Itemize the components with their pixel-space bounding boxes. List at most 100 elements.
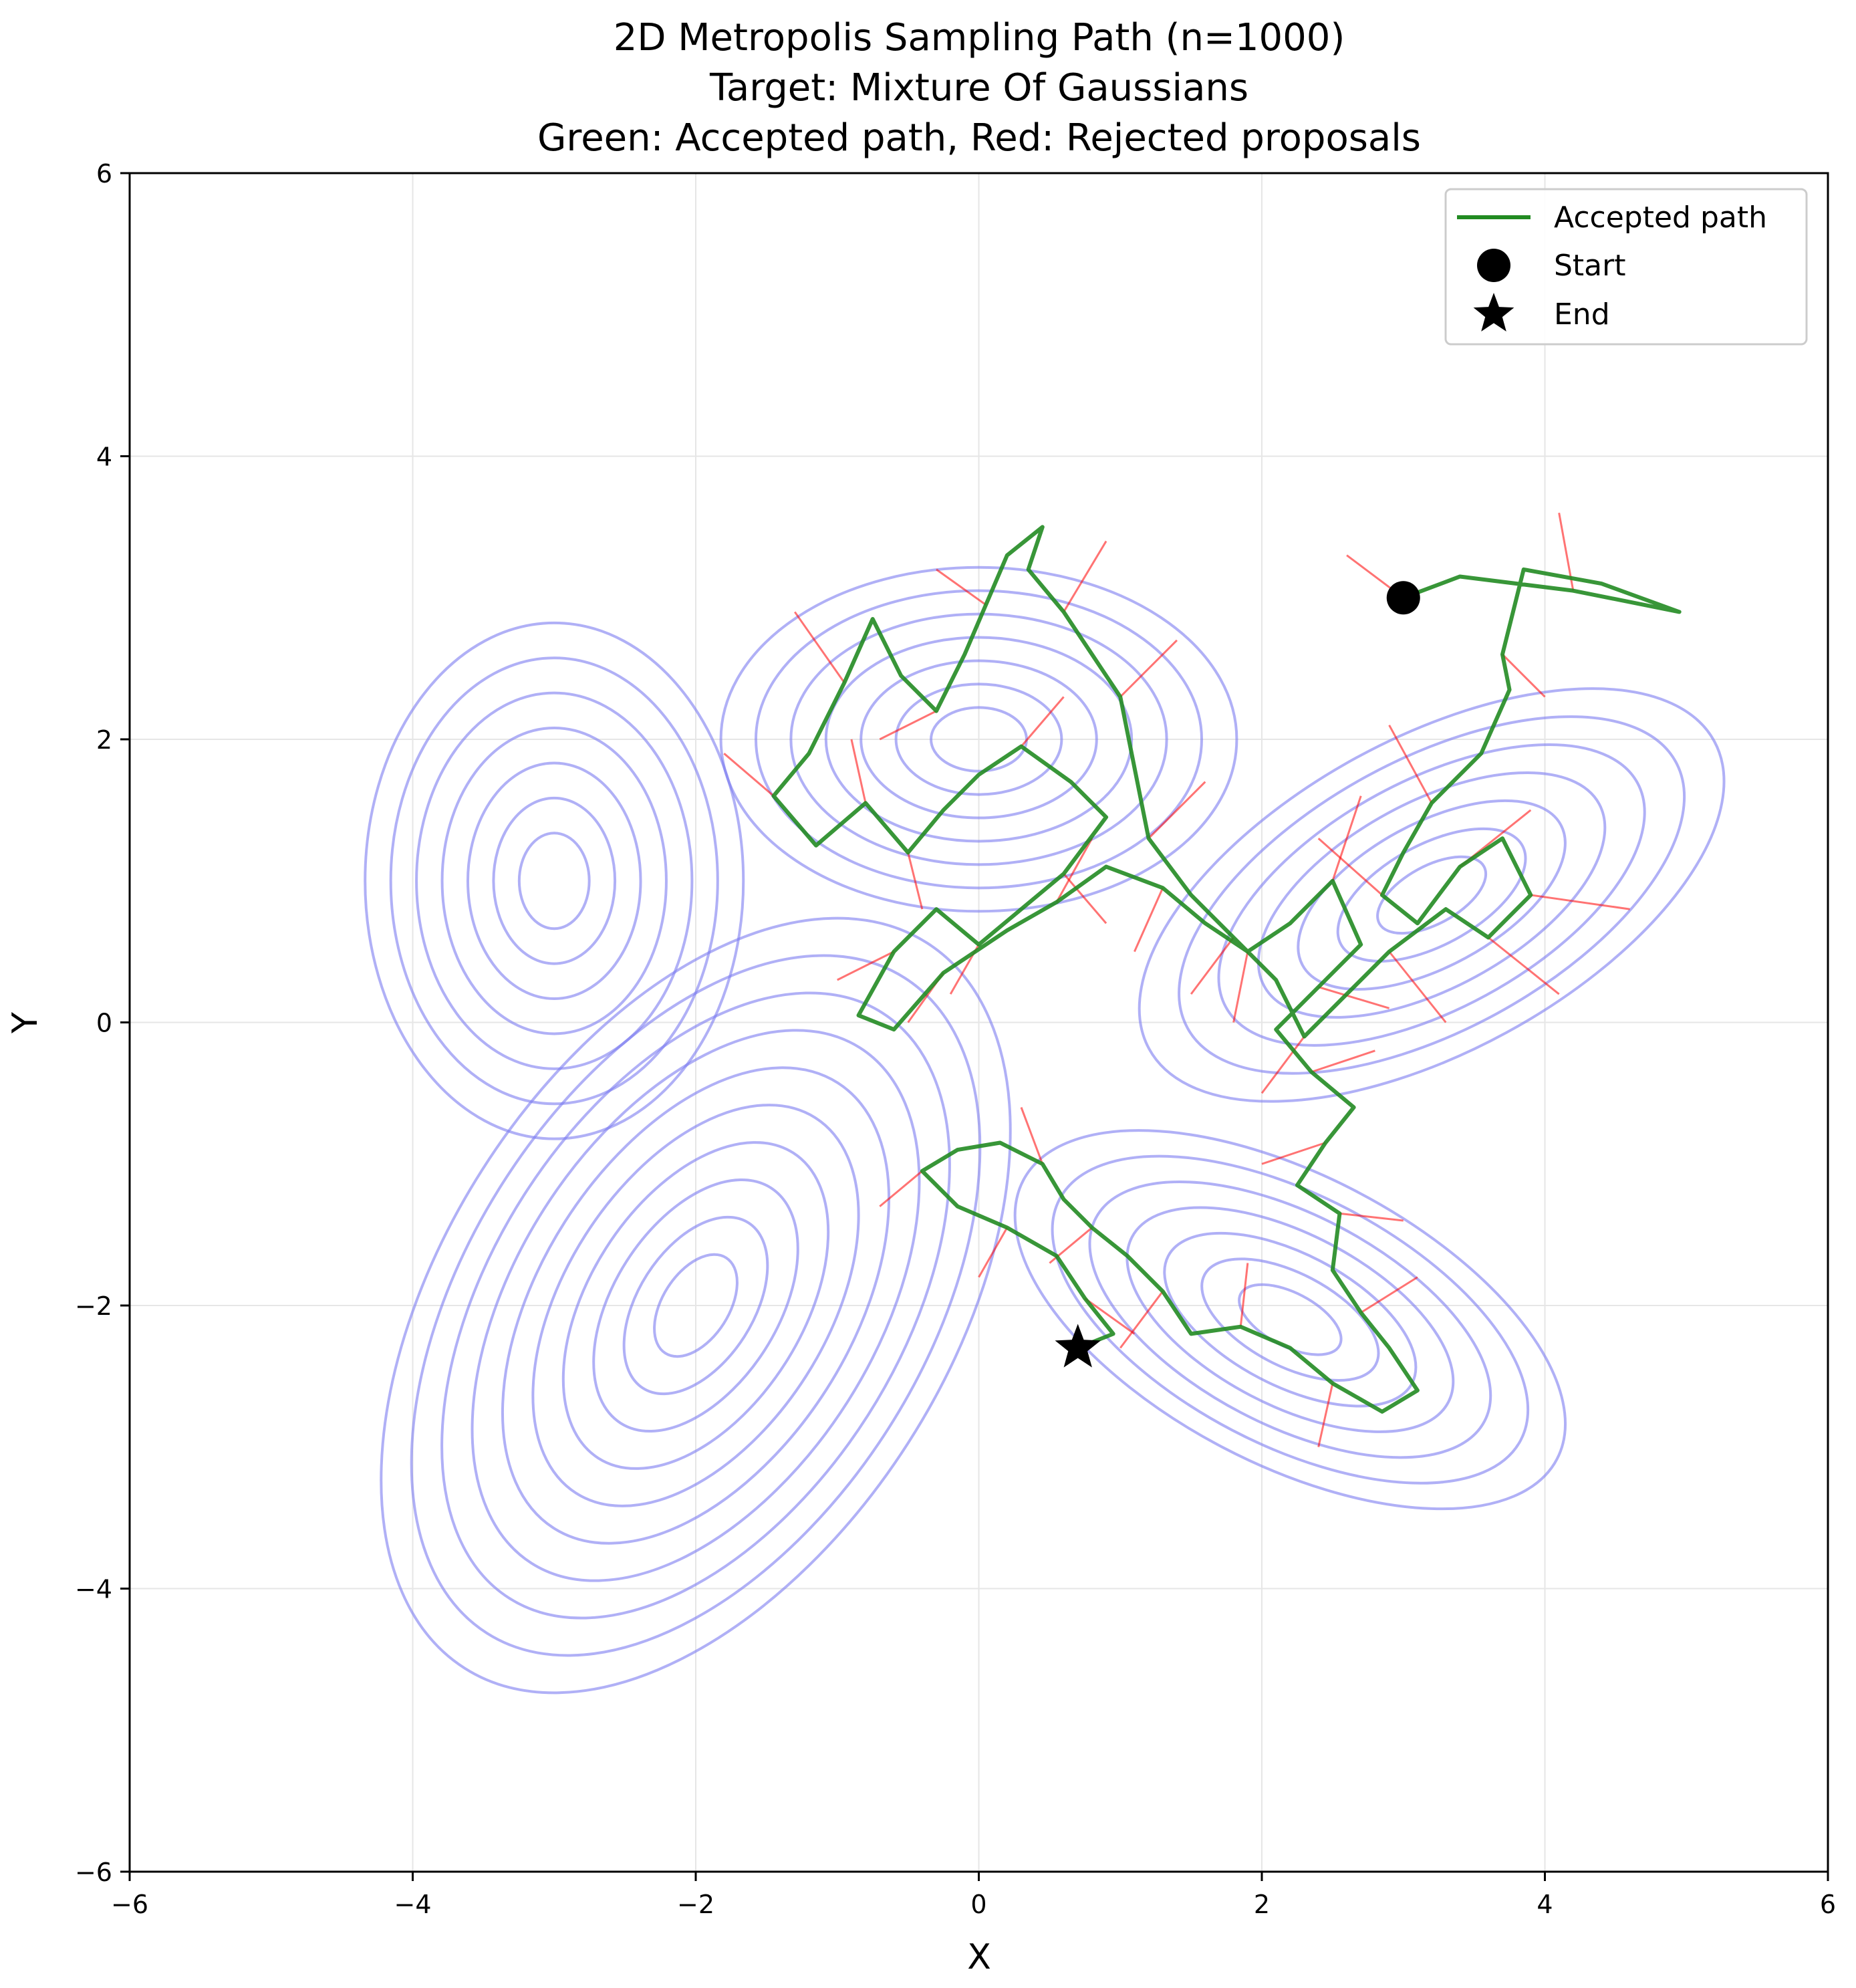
contour-ellipse — [894, 682, 1063, 796]
contour-ellipse — [471, 1029, 921, 1582]
chart-title-line-2: Target: Mixture Of Gaussians — [709, 66, 1248, 110]
y-tick-label: −2 — [75, 1291, 112, 1321]
contour-ellipse — [859, 659, 1098, 820]
contour-ellipse — [561, 1141, 830, 1470]
legend-start-label: Start — [1554, 249, 1626, 283]
rejected-proposal-line — [793, 611, 845, 684]
y-tick-label: 0 — [96, 1009, 112, 1038]
rejected-proposal-line — [1055, 838, 1093, 903]
y-tick-label: −4 — [75, 1575, 112, 1604]
y-tick-label: 2 — [96, 725, 112, 755]
legend-end-swatch — [1473, 293, 1514, 332]
rejected-proposal-line — [1063, 540, 1107, 613]
rejected-proposal-line — [1388, 951, 1447, 1023]
x-tick-label: 6 — [1820, 1890, 1836, 1919]
rejected-proposal-line — [1388, 725, 1433, 804]
y-tick-label: 4 — [96, 443, 112, 472]
chart-title-line-1: 2D Metropolis Sampling Path (n=1000) — [614, 16, 1345, 59]
contour-ellipse — [754, 589, 1204, 890]
rejected-proposal-line — [1317, 1383, 1334, 1448]
rejected-proposal-line — [1318, 986, 1390, 1009]
contour-ellipse — [440, 727, 668, 1035]
contour-ellipse — [1336, 827, 1527, 963]
accepted-path-line — [771, 525, 1682, 1414]
contour-ellipse — [492, 796, 617, 965]
rejected-proposal-line — [1232, 951, 1249, 1023]
rejected-proposal-line — [1239, 1263, 1249, 1327]
x-tick-label: 0 — [970, 1890, 986, 1919]
contour-ellipse — [592, 1178, 799, 1433]
contour-ellipse — [1297, 799, 1567, 991]
contour-ellipse — [415, 691, 694, 1070]
rejected-proposal-line — [1360, 1276, 1418, 1314]
x-axis-label: X — [967, 1937, 991, 1977]
rejected-proposal-line — [1148, 781, 1206, 840]
contour-ellipse — [1217, 743, 1646, 1047]
rejected-proposal-line — [936, 568, 986, 606]
contour-ellipse — [531, 1104, 860, 1507]
contour-ellipse — [517, 832, 591, 930]
contour-ellipse — [1376, 855, 1488, 935]
y-tick-label: −6 — [75, 1858, 112, 1887]
contour-ellipse — [1138, 687, 1726, 1103]
rejected-proposal-line — [1501, 653, 1546, 698]
rejected-proposal-line — [1317, 838, 1383, 896]
contour-ellipse — [1125, 1206, 1455, 1433]
contour-ellipse — [1256, 771, 1607, 1019]
rejected-proposal-line — [837, 951, 895, 981]
rejected-proposal-line — [1261, 1142, 1326, 1165]
contour-ellipse — [719, 566, 1238, 913]
x-tick-label: −2 — [677, 1890, 714, 1919]
rejected-proposals — [723, 512, 1630, 1448]
contour-ellipse — [380, 916, 1012, 1695]
rejected-proposal-line — [1531, 894, 1630, 910]
y-axis-label: Y — [5, 1012, 45, 1034]
contour-ellipse — [364, 621, 745, 1140]
legend-box — [1444, 188, 1808, 346]
rejected-proposal-line — [1119, 1290, 1164, 1349]
rejected-proposal-line — [850, 739, 867, 803]
contour-ellipse — [789, 612, 1168, 866]
legend-start-swatch — [1477, 249, 1510, 282]
legend: Accepted path Start End — [1444, 188, 1808, 346]
rejected-proposal-line — [1134, 887, 1164, 953]
contour-ellipse — [653, 1253, 739, 1358]
rejected-proposal-line — [1084, 1297, 1136, 1335]
rejected-proposal-line — [1020, 696, 1065, 747]
rejected-proposal-line — [1331, 795, 1362, 882]
rejected-proposal-line — [723, 753, 775, 797]
contour-ellipse — [824, 636, 1134, 843]
rejected-proposal-line — [1487, 937, 1560, 995]
end-marker — [1055, 1324, 1101, 1368]
contour-ellipse — [1013, 1129, 1567, 1511]
rejected-proposal-line — [1339, 1212, 1404, 1222]
rejected-proposal-line — [978, 1227, 1009, 1278]
rejected-proposal-line — [1190, 937, 1234, 995]
start-marker — [1386, 581, 1420, 615]
rejected-proposal-line — [1063, 873, 1107, 924]
rejected-proposal-line — [1311, 1049, 1375, 1074]
y-axis-ticks: −6 −4 −2 0 2 4 6 — [75, 159, 130, 1887]
y-tick-label: 6 — [96, 159, 112, 189]
rejected-proposal-line — [879, 710, 937, 741]
contour-ellipse — [1178, 715, 1686, 1075]
rejected-proposal-line — [879, 1170, 923, 1207]
x-tick-label: 4 — [1537, 1890, 1553, 1919]
x-tick-label: 2 — [1254, 1890, 1270, 1919]
contour-ellipse — [501, 1066, 891, 1545]
x-tick-label: −6 — [111, 1890, 148, 1919]
rejected-proposal-line — [1020, 1107, 1044, 1164]
contour-ellipse — [466, 761, 642, 1001]
contour-ellipse — [389, 656, 719, 1106]
rejected-proposal-line — [1119, 639, 1178, 698]
legend-end-label: End — [1554, 297, 1610, 332]
chart-title-line-3: Green: Accepted path, Red: Rejected prop… — [537, 116, 1421, 160]
contour-ellipse — [1051, 1154, 1530, 1485]
contour-ellipse — [410, 954, 982, 1657]
rejected-proposal-line — [1261, 1035, 1305, 1094]
contour-ellipse — [1200, 1257, 1380, 1382]
rejected-proposal-line — [907, 852, 924, 910]
target-density-contours — [364, 566, 1726, 1695]
x-tick-label: −4 — [394, 1890, 431, 1919]
